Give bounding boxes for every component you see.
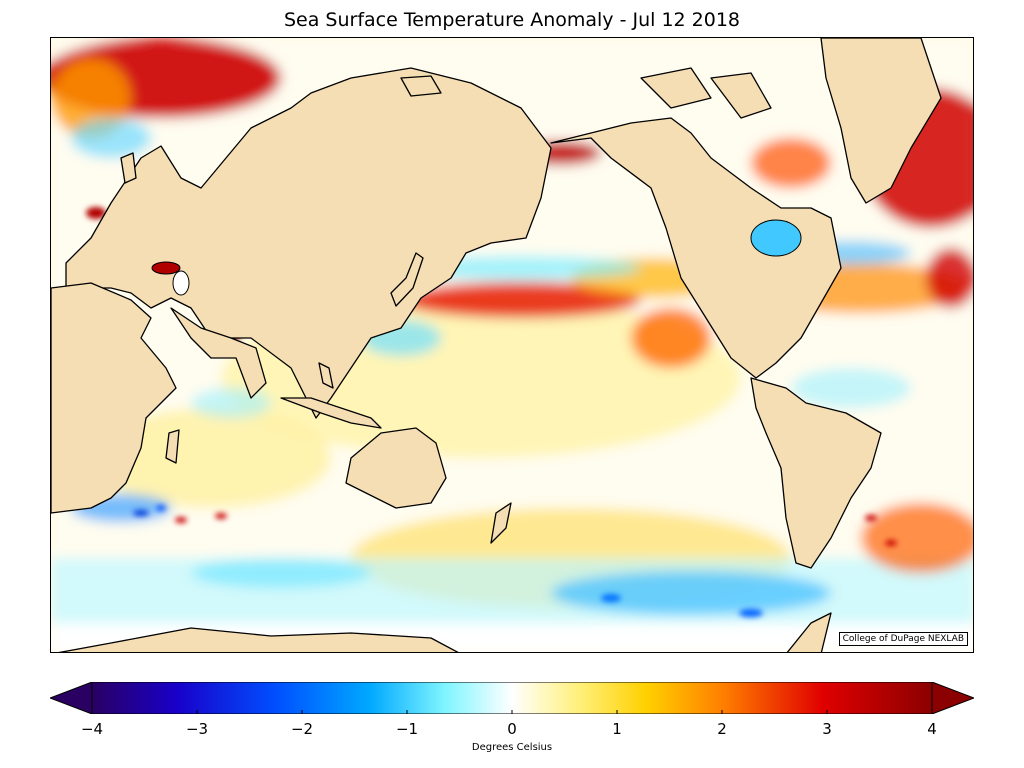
- south-america-landmass: [750, 377, 882, 569]
- antarctica-landmass: [58, 627, 459, 652]
- uk-landmass: [120, 152, 137, 184]
- credit-label: College of DuPage NEXLAB: [838, 632, 968, 646]
- colorbar-tick-label: −3: [185, 720, 209, 738]
- land: [51, 38, 942, 652]
- sst-anomaly-map: College of DuPage NEXLAB: [50, 37, 974, 653]
- madagascar-landmass: [165, 429, 180, 464]
- colorbar-tick-label: −2: [290, 720, 314, 738]
- africa-landmass: [51, 282, 177, 514]
- colorbar-low-extension: [50, 682, 93, 714]
- colorbar-gradient: [91, 682, 933, 714]
- colorbar-ticks: [91, 710, 933, 714]
- colorbar-tick-label: 2: [717, 720, 727, 738]
- australia-landmass: [345, 427, 447, 509]
- colorbar-tick-label: 3: [822, 720, 832, 738]
- colorbar: [50, 682, 974, 714]
- colorbar-tick-label: 4: [927, 720, 937, 738]
- colorbar-tick-label: 1: [612, 720, 622, 738]
- colorbar-tick-label: 0: [507, 720, 517, 738]
- eurasia-landmass: [65, 67, 552, 419]
- antarctica-peninsula: [786, 612, 832, 652]
- new-zealand-landmass: [490, 502, 512, 544]
- india-landmass: [170, 307, 267, 399]
- north-america-landmass: [550, 117, 842, 379]
- greenland-landmass: [820, 38, 942, 204]
- japan-landmass: [390, 252, 424, 307]
- colorbar-units-label: Degrees Celsius: [471, 742, 553, 753]
- map-canvas: [51, 38, 973, 652]
- map-title: Sea Surface Temperature Anomaly - Jul 12…: [283, 9, 741, 31]
- colorbar-tick-label: −4: [80, 720, 104, 738]
- colorbar-tick-label: −1: [395, 720, 419, 738]
- maritime-continent: [280, 397, 382, 429]
- colorbar-high-extension: [931, 682, 974, 714]
